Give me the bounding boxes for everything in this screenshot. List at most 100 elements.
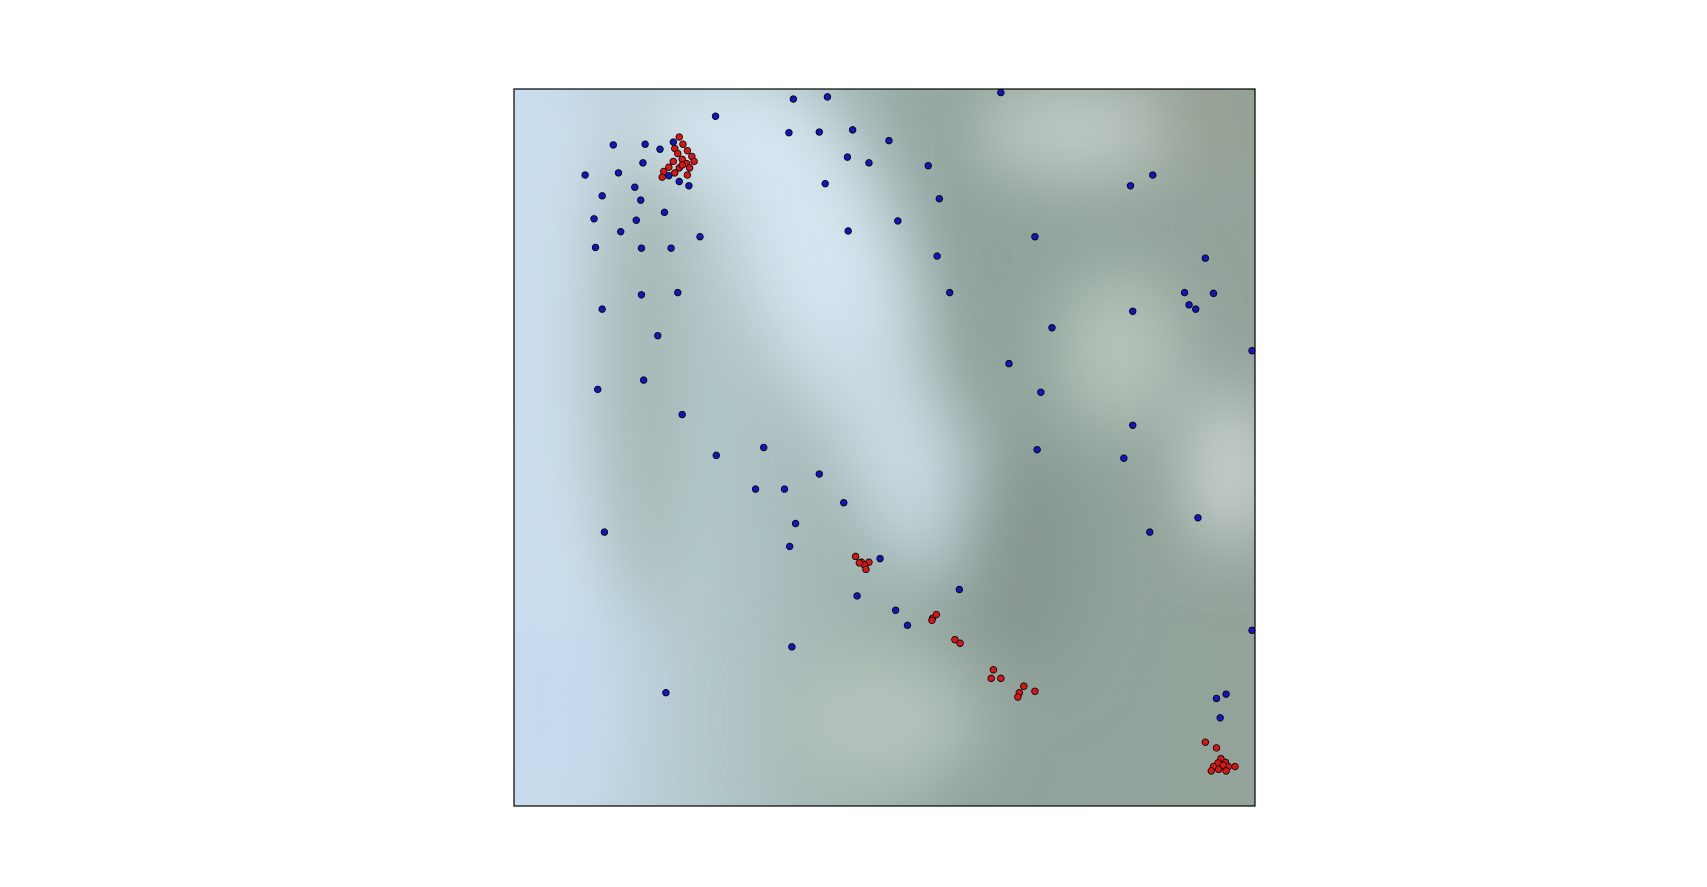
background: [514, 89, 1255, 806]
point: [853, 592, 861, 600]
point: [844, 227, 852, 235]
point: [821, 179, 829, 188]
point: [669, 157, 678, 166]
point: [1248, 626, 1256, 635]
point: [654, 331, 662, 340]
point: [823, 93, 832, 101]
point: [1216, 714, 1224, 722]
point: [1146, 528, 1154, 536]
point: [609, 141, 617, 149]
point: [617, 227, 625, 236]
point: [815, 128, 823, 136]
points: [581, 88, 1256, 775]
point: [1048, 324, 1056, 332]
point: [674, 288, 682, 297]
point: [785, 129, 793, 137]
point: [1149, 171, 1157, 179]
point: [894, 217, 902, 225]
point: [678, 161, 686, 169]
point: [591, 243, 600, 252]
point: [1031, 233, 1039, 241]
point: [751, 485, 760, 493]
point: [933, 252, 941, 260]
point: [637, 291, 646, 299]
point: [1201, 738, 1210, 746]
point: [1129, 421, 1137, 429]
point: [1033, 445, 1041, 454]
point: [1214, 765, 1223, 774]
point: [955, 585, 964, 594]
point: [1248, 347, 1256, 355]
point: [785, 542, 794, 551]
point: [997, 88, 1005, 97]
point: [903, 621, 912, 630]
point: [1014, 693, 1022, 701]
point: [780, 485, 789, 493]
point: [760, 443, 768, 452]
point: [1222, 690, 1230, 698]
point: [639, 376, 648, 384]
point: [637, 244, 646, 252]
point: [946, 288, 954, 297]
point: [632, 216, 640, 224]
plot-frame: [513, 88, 1256, 807]
point: [932, 610, 941, 619]
point: [1192, 305, 1200, 313]
point: [614, 169, 623, 177]
point: [885, 136, 893, 145]
point: [690, 157, 698, 166]
point: [683, 146, 692, 155]
point: [928, 616, 936, 624]
point: [924, 162, 932, 170]
point: [1222, 767, 1230, 775]
point: [1180, 288, 1189, 297]
point: [662, 689, 670, 697]
point: [935, 195, 944, 203]
point: [660, 208, 669, 217]
point: [639, 159, 647, 167]
point: [848, 126, 857, 134]
point: [685, 182, 693, 190]
point: [1231, 762, 1239, 771]
point: [712, 451, 720, 460]
point: [862, 565, 870, 574]
point: [1209, 289, 1218, 298]
point: [1185, 301, 1193, 309]
point: [840, 499, 848, 507]
point: [671, 169, 679, 177]
point: [631, 183, 639, 191]
point: [711, 112, 720, 120]
point: [1020, 682, 1028, 690]
point: [658, 173, 666, 181]
point: [665, 163, 673, 171]
point: [855, 559, 864, 567]
point: [1212, 744, 1221, 752]
point: [791, 519, 800, 528]
point: [696, 233, 704, 241]
point: [815, 470, 823, 478]
point: [685, 164, 694, 172]
point: [989, 666, 998, 674]
point: [675, 133, 683, 141]
point: [637, 196, 645, 204]
point: [1005, 359, 1013, 368]
point: [1207, 767, 1215, 775]
point: [788, 643, 796, 651]
point: [865, 159, 873, 167]
point: [956, 639, 964, 647]
point: [891, 606, 900, 614]
point: [1194, 514, 1202, 522]
point: [598, 192, 606, 200]
point: [987, 674, 995, 683]
point: [789, 95, 798, 103]
point: [675, 177, 683, 186]
point: [1031, 687, 1039, 695]
point: [679, 140, 687, 148]
point: [641, 140, 649, 148]
point: [656, 145, 664, 153]
point: [876, 554, 884, 563]
point: [669, 138, 678, 146]
point: [1120, 454, 1128, 462]
point: [997, 674, 1005, 683]
